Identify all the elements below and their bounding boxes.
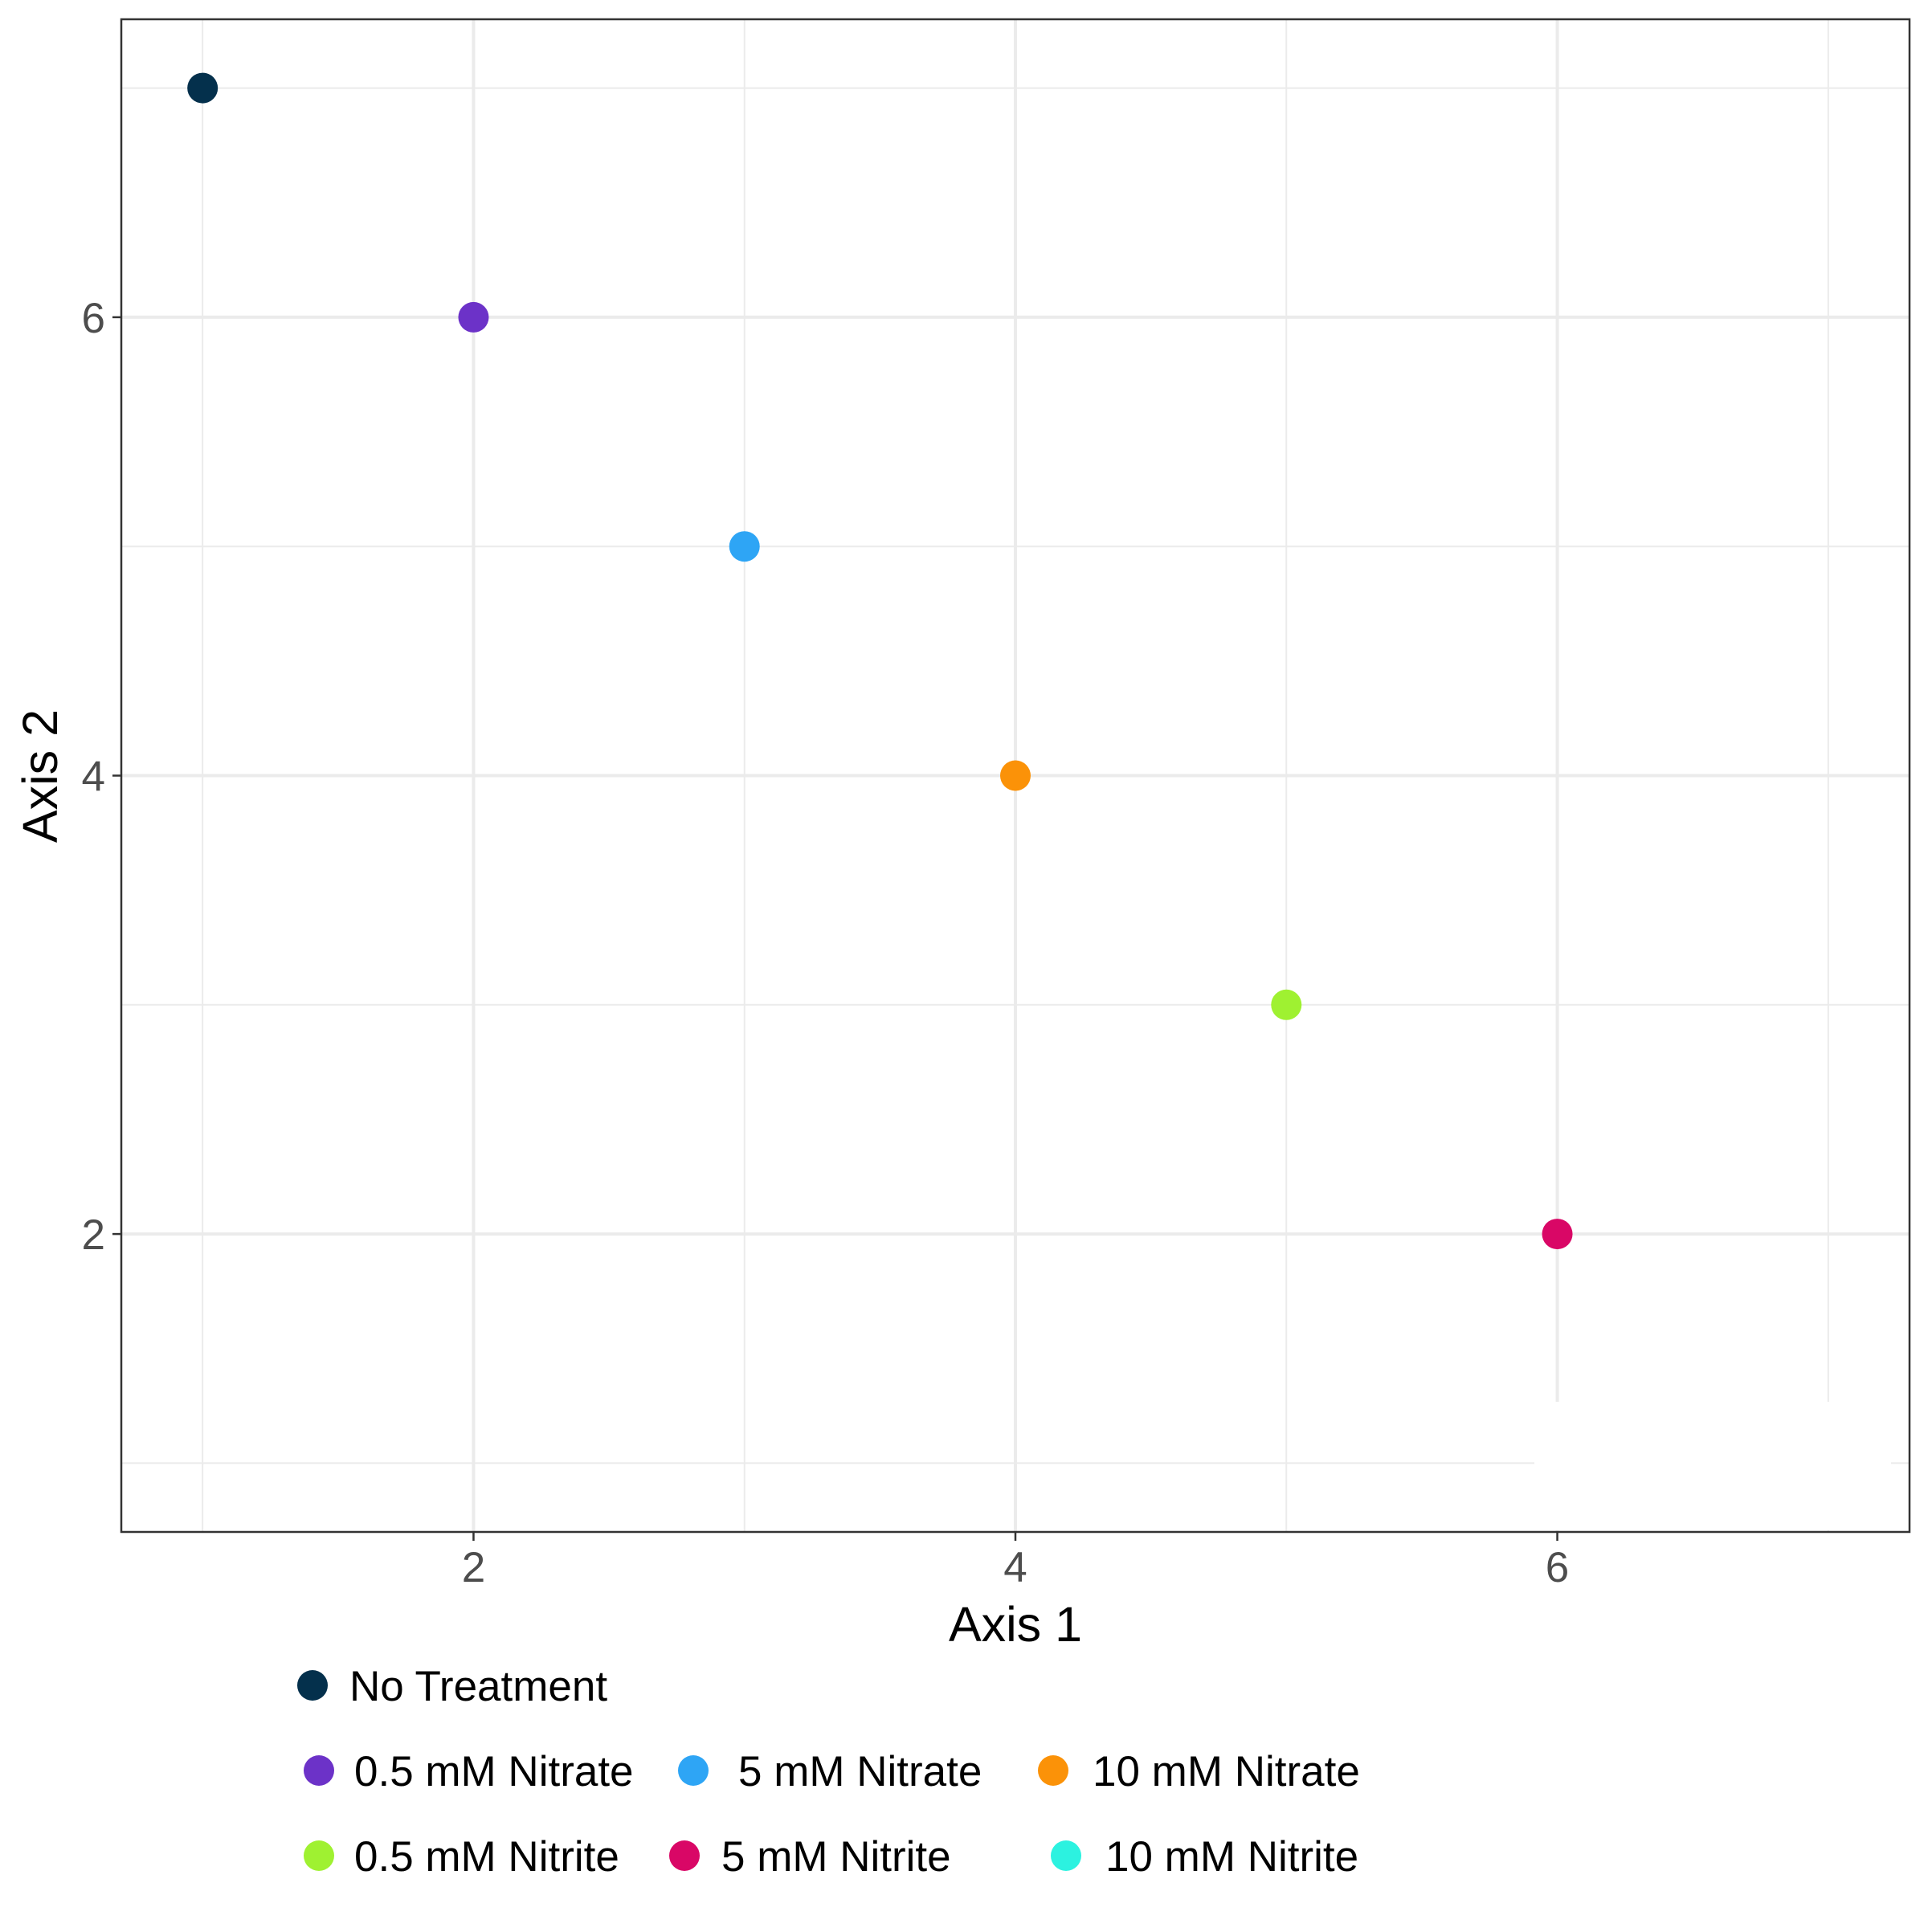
y-tick-label: 6	[82, 295, 105, 342]
data-points	[187, 72, 1573, 1250]
data-point	[1271, 989, 1302, 1020]
legend-key	[304, 1840, 334, 1871]
legend-key-mask	[1534, 1402, 1891, 1530]
y-axis-title: Axis 2	[13, 709, 67, 843]
legend: No Treatment 0.5 mM Nitrate 5 mM Nitrate 10…	[297, 1663, 1360, 1881]
legend-label: 10 mM Nitrite	[1105, 1833, 1358, 1881]
legend-item: 10 mM Nitrite	[1051, 1833, 1358, 1881]
data-point	[729, 531, 760, 562]
legend-label: 10 mM Nitrate	[1093, 1748, 1360, 1795]
y-axis-ticks: 2 4 6	[82, 295, 121, 1259]
data-point	[458, 301, 489, 333]
legend-item: 0.5 mM Nitrite	[304, 1833, 619, 1881]
legend-key	[304, 1755, 334, 1786]
legend-label: 5 mM Nitrite	[721, 1833, 951, 1881]
legend-label: 0.5 mM Nitrite	[354, 1833, 619, 1881]
legend-label: 0.5 mM Nitrate	[354, 1748, 634, 1795]
legend-label: 5 mM Nitrate	[738, 1748, 982, 1795]
legend-item: No Treatment	[297, 1663, 607, 1710]
legend-item: 5 mM Nitrate	[678, 1748, 982, 1795]
y-tick-label: 4	[82, 754, 105, 801]
legend-item: 10 mM Nitrate	[1038, 1748, 1360, 1795]
legend-label: No Treatment	[349, 1663, 607, 1710]
x-tick-label: 4	[1003, 1544, 1027, 1591]
legend-key	[1051, 1840, 1081, 1871]
data-point	[1542, 1219, 1573, 1250]
x-axis-ticks: 2 4 6	[462, 1532, 1569, 1591]
legend-key	[669, 1840, 700, 1871]
x-tick-label: 6	[1546, 1544, 1569, 1591]
legend-key	[1038, 1755, 1068, 1786]
legend-key	[678, 1755, 709, 1786]
x-axis-title: Axis 1	[949, 1597, 1082, 1652]
x-tick-label: 2	[462, 1544, 485, 1591]
legend-key	[297, 1670, 328, 1701]
data-point	[1000, 760, 1031, 791]
data-point	[187, 72, 219, 104]
y-tick-label: 2	[82, 1211, 105, 1259]
legend-item: 5 mM Nitrite	[669, 1833, 951, 1881]
legend-item: 0.5 mM Nitrate	[304, 1748, 634, 1795]
